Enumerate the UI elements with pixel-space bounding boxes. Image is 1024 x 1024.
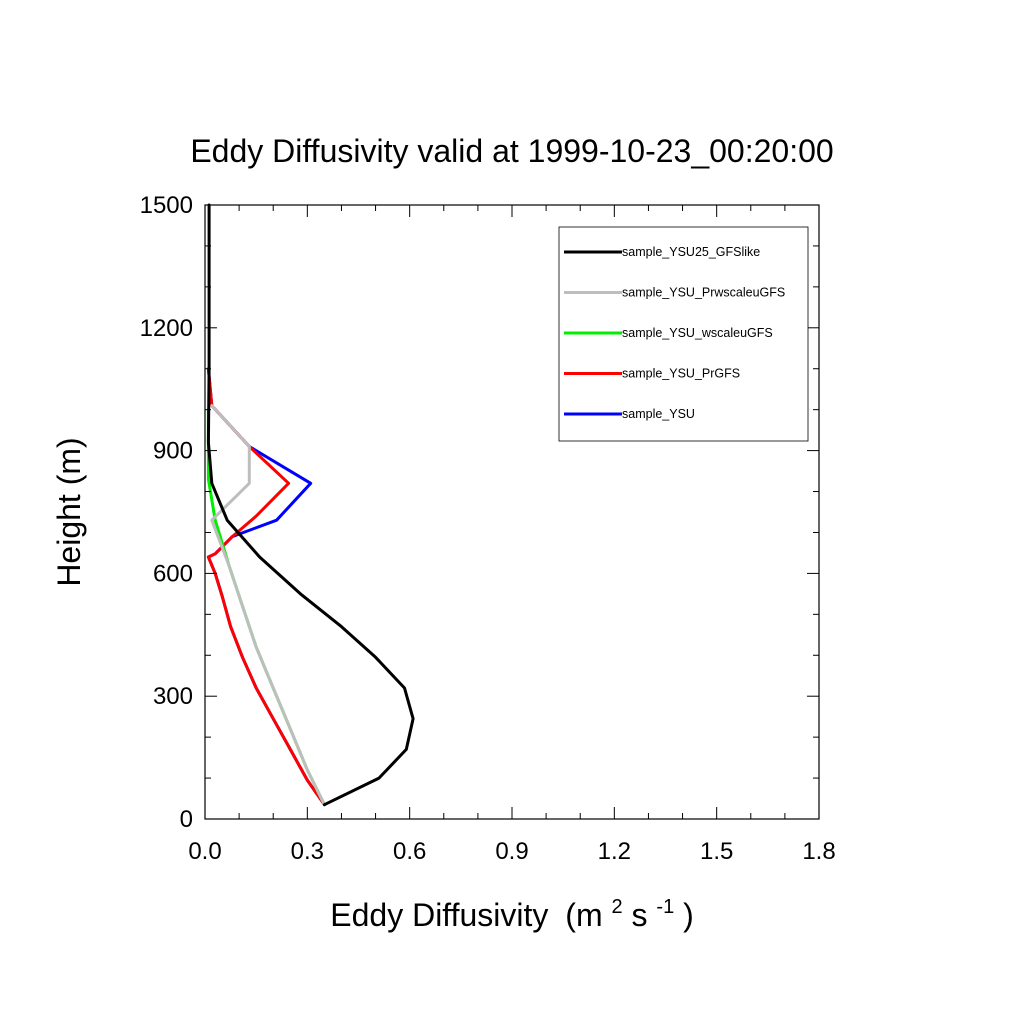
x-tick-label: 0.0 [188,838,221,865]
x-axis-units-close: ) [683,897,694,933]
series-line-sample_YSU25_GFSlike [206,203,415,807]
x-axis-units-sup1: 2 [612,896,623,918]
x-tick-label: 0.9 [495,838,528,865]
x-axis-units-mid: s [632,897,648,933]
y-tick-label: 0 [180,806,193,833]
x-axis-label-text: Eddy Diffusivity [330,897,548,933]
series-line-sample_YSU_PrGFS [206,367,326,807]
series-line-sample_YSU_PrwscaleuGFS [210,404,326,807]
ticks-layer: 0.0 0.3 0.6 0.9 1.2 1.5 1.8 0 300 600 900 1200 1500 [140,192,836,865]
x-tick-label: 1.8 [802,838,835,865]
x-axis-units-open: (m [565,897,602,933]
y-tick-label: 1200 [140,315,193,342]
series-layer [206,203,415,807]
x-axis-label: Eddy Diffusivity (m 2 s -1 ) [330,884,694,933]
legend-items: sample_YSU25_GFSlike sample_YSU_Prwscaleu… [564,245,785,421]
x-tick-label: 1.5 [700,838,733,865]
y-axis-label: Height (m) [51,437,87,586]
y-tick-label: 300 [153,683,193,710]
x-tick-label: 1.2 [598,838,631,865]
chart-title: Eddy Diffusivity valid at 1999-10-23_00:… [190,133,833,169]
x-tick-label: 0.6 [393,838,426,865]
x-tick-label: 0.3 [291,838,324,865]
legend: sample_YSU25_GFSlike sample_YSU_Prwscaleu… [558,226,809,442]
legend-label-sample_YSU25_GFSlike: sample_YSU25_GFSlike [622,245,760,259]
series-line-sample_YSU [206,367,326,807]
y-tick-label: 900 [153,438,193,465]
legend-label-sample_YSU: sample_YSU [622,407,695,421]
y-tick-label: 600 [153,560,193,587]
legend-label-sample_YSU_PrGFS: sample_YSU_PrGFS [622,367,740,381]
legend-label-sample_YSU_PrwscaleuGFS: sample_YSU_PrwscaleuGFS [622,286,785,300]
legend-label-sample_YSU_wscaleuGFS: sample_YSU_wscaleuGFS [622,326,773,340]
y-tick-label: 1500 [140,192,193,219]
x-axis-units-sup2: -1 [656,896,674,918]
